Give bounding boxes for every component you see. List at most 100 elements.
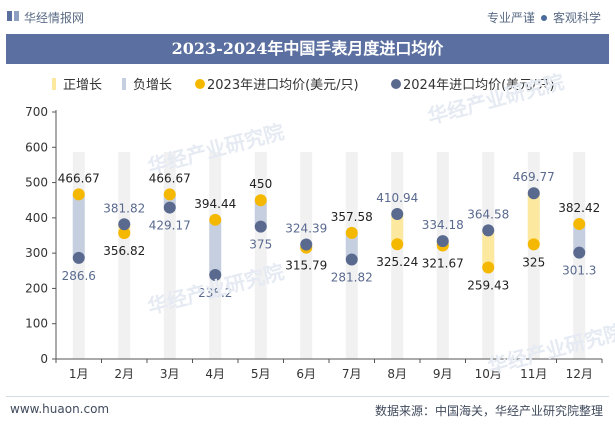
value-label-2024: 286.6	[62, 269, 96, 283]
point-2024	[72, 251, 85, 264]
value-label-2024: 381.82	[103, 201, 145, 215]
point-2023	[345, 226, 358, 239]
value-label-2024: 334.18	[422, 218, 464, 232]
value-label-2024: 238.2	[198, 286, 232, 300]
range-bar-positive	[482, 230, 495, 268]
value-label-2024: 281.82	[331, 271, 373, 285]
value-label-2024: 324.39	[285, 222, 327, 236]
legend-2024-label: 2024年进口均价(美元/只)	[403, 78, 555, 93]
y-tick-label: 600	[25, 140, 48, 154]
x-tick-label: 6月	[296, 367, 316, 381]
point-2024	[527, 187, 540, 200]
legend-2023-marker	[195, 79, 205, 89]
range-bar-positive	[527, 193, 540, 245]
point-2023	[391, 238, 404, 251]
x-tick-label: 4月	[205, 367, 225, 381]
range-bar-negative	[209, 219, 222, 275]
y-tick-label: 300	[25, 246, 48, 260]
value-label-2024: 410.94	[376, 191, 418, 205]
value-label-2023: 321.67	[422, 256, 464, 270]
watermark-text: 华经产业研究院	[485, 319, 615, 378]
range-bar-negative	[254, 200, 267, 227]
x-tick-label: 9月	[433, 367, 453, 381]
footer-source: 数据来源：中国海关，华经产业研究院整理	[374, 404, 603, 418]
point-2024	[391, 207, 404, 220]
value-label-2024: 301.3	[562, 264, 596, 278]
top-bar: 华经情报网 专业严谨 客观科学	[0, 0, 615, 34]
slogan-left: 专业严谨	[486, 11, 535, 25]
value-label-2024: 375	[249, 238, 272, 252]
point-2024	[573, 246, 586, 259]
point-2023	[482, 261, 495, 274]
point-2023	[254, 194, 267, 207]
value-label-2024: 469.77	[513, 170, 555, 184]
legend-positive-label: 正增长	[63, 78, 102, 93]
point-2024	[482, 224, 495, 237]
point-2024	[118, 218, 131, 231]
point-2024	[436, 235, 449, 248]
huajing-logo-icon	[7, 11, 19, 21]
slogan: 专业严谨 客观科学	[487, 9, 601, 26]
point-2024	[254, 220, 267, 233]
value-label-2023: 259.43	[467, 278, 509, 292]
column-bg	[391, 152, 404, 359]
chart-title: 2023-2024年中国手表月度进口均价	[171, 39, 444, 58]
value-label-2024: 429.17	[149, 219, 191, 233]
x-tick-label: 12月	[566, 367, 593, 381]
point-2023	[163, 188, 176, 201]
x-tick-label: 10月	[475, 367, 502, 381]
y-tick-label: 0	[40, 352, 48, 366]
separator-dot-icon	[540, 15, 547, 21]
value-label-2023: 450	[249, 177, 272, 191]
legend-2024-marker	[391, 79, 401, 89]
point-2023	[573, 218, 586, 231]
range-bar-negative	[345, 232, 358, 260]
value-label-2023: 315.79	[285, 259, 327, 273]
y-tick-label: 400	[25, 211, 48, 225]
range-bar-negative	[72, 194, 85, 258]
point-2023	[72, 188, 85, 201]
y-tick-label: 500	[25, 176, 48, 190]
point-2023	[527, 238, 540, 251]
value-label-2023: 382.42	[558, 201, 600, 215]
legend-positive-swatch	[52, 78, 56, 90]
legend-negative-label: 负增长	[133, 78, 172, 93]
point-2023	[118, 227, 131, 240]
value-label-2023: 325	[522, 255, 545, 269]
point-2024	[345, 253, 358, 266]
x-tick-label: 5月	[251, 367, 271, 381]
range-bar-positive	[391, 213, 404, 245]
column-bg	[300, 152, 313, 359]
value-label-2023: 466.67	[149, 171, 191, 185]
chart: 正增长 负增长 2023年进口均价(美元/只) 2024年进口均价(美元/只) 0 100…	[25, 69, 615, 381]
x-tick-label: 8月	[387, 367, 407, 381]
column-bg	[436, 152, 449, 359]
legend-negative-swatch	[122, 78, 126, 90]
point-2023	[209, 213, 222, 226]
value-label-2023: 357.58	[331, 210, 373, 224]
x-tick-label: 11月	[520, 367, 547, 381]
value-label-2023: 394.44	[194, 197, 236, 211]
range-bar-negative	[573, 224, 586, 253]
y-tick-label: 700	[25, 105, 48, 119]
x-tick-label: 7月	[342, 367, 362, 381]
value-label-2024: 364.58	[467, 207, 509, 221]
y-tick-label: 200	[25, 281, 48, 295]
slogan-right: 客观科学	[552, 11, 601, 25]
x-tick-label: 1月	[69, 367, 89, 381]
point-2024	[209, 268, 222, 281]
y-tick-label: 100	[25, 317, 48, 331]
legend-2023-label: 2023年进口均价(美元/只)	[207, 78, 359, 93]
value-label-2023: 356.82	[103, 244, 145, 258]
footer-url[interactable]: www.huaon.com	[10, 402, 110, 416]
column-bg	[118, 152, 131, 359]
footer-divider	[6, 396, 609, 397]
x-tick-label: 3月	[160, 367, 180, 381]
point-2024	[300, 238, 313, 251]
title-bar: 2023-2024年中国手表月度进口均价	[6, 34, 609, 64]
brand-name: 华经情报网	[24, 11, 85, 25]
x-tick-label: 2月	[114, 367, 134, 381]
point-2024	[163, 201, 176, 214]
value-label-2023: 325.24	[376, 255, 418, 269]
value-label-2023: 466.67	[58, 171, 100, 185]
